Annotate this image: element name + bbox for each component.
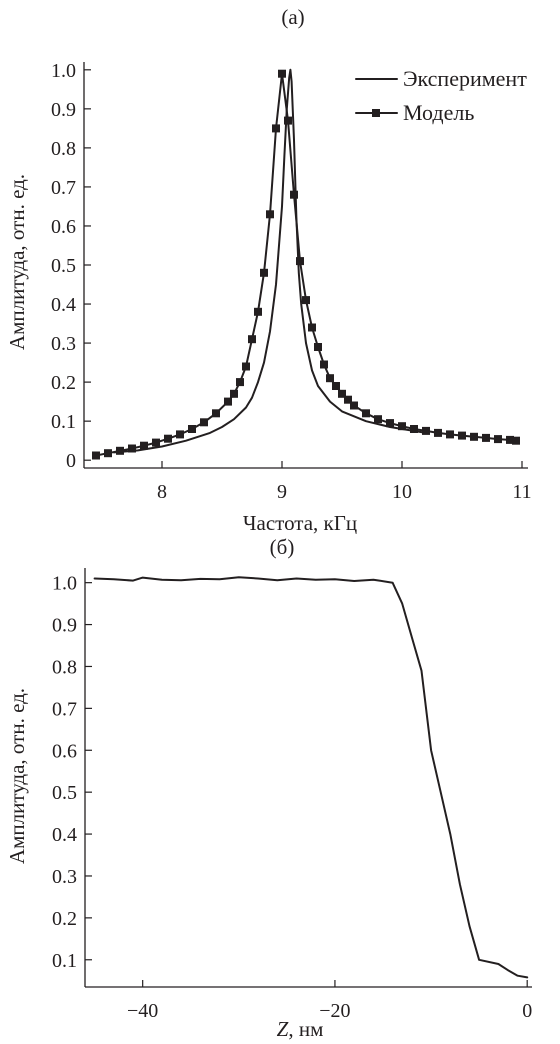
panel-a-series-1-point xyxy=(338,389,346,398)
panel-a-series-1-point xyxy=(116,446,124,455)
panel-b-y-tick-label: 0.3 xyxy=(52,866,77,888)
panel-a-series-1-point xyxy=(266,210,274,219)
panel-a-series-1-point xyxy=(200,418,208,427)
panel-b-x-ticks: −40 −20 0 xyxy=(127,980,532,1022)
panel-a-y-tick-label: 1.0 xyxy=(51,60,76,82)
panel-a-series-1-point xyxy=(422,426,430,435)
panel-a-series-1-point xyxy=(470,432,478,441)
panel-b-x-tick-label: −40 xyxy=(127,1000,158,1022)
panel-a-series-1-point xyxy=(230,389,238,398)
panel-a-y-tick-label: 0.3 xyxy=(51,333,76,355)
panel-b-y-tick-label: 0.9 xyxy=(52,615,77,637)
panel-a-series-1-point xyxy=(104,449,112,458)
panel-b-x-tick-label: 0 xyxy=(522,1000,532,1022)
panel-b-x-axis-title: Z, нм xyxy=(277,1017,324,1041)
panel-a-series-0-line xyxy=(113,68,427,454)
panel-a-series-1-point xyxy=(290,190,298,199)
panel-a-series-1-point xyxy=(224,397,232,406)
panel-a: (а) 0 0.1 0.2 0.3 0.4 0.5 0.6 0.7 0.8 0.9 1.0 8 9 10… xyxy=(5,5,532,535)
panel-a-series-1-point xyxy=(386,419,394,428)
legend-model-label: Модель xyxy=(403,100,474,125)
panel-a-x-tick-label: 9 xyxy=(277,481,287,503)
panel-a-x-ticks: 8 9 10 11 xyxy=(157,461,532,503)
panel-a-plot-area xyxy=(92,68,520,460)
panel-a-series-1-point xyxy=(176,430,184,439)
panel-b-y-tick-label: 0.2 xyxy=(52,908,77,930)
panel-a-series-1-line xyxy=(95,72,517,457)
panel-b-y-tick-label: 0.6 xyxy=(52,740,77,762)
panel-a-series-1-point xyxy=(278,69,286,78)
panel-b-x-axis-variable: Z xyxy=(277,1017,289,1041)
panel-a-y-tick-label: 0.8 xyxy=(51,138,76,160)
panel-a-y-tick-label: 0.1 xyxy=(51,411,76,433)
panel-a-series-1-point xyxy=(446,430,454,439)
panel-b-y-tick-label: 0.7 xyxy=(52,698,77,720)
panel-b-y-tick-label: 0.4 xyxy=(52,824,77,846)
panel-a-series-1-point xyxy=(302,296,310,305)
panel-b-label: (б) xyxy=(270,535,295,559)
panel-a-x-tick-label: 11 xyxy=(512,481,531,503)
panel-b-y-tick-label: 0.5 xyxy=(52,782,77,804)
panel-a-series-1-point xyxy=(188,425,196,433)
panel-a-series-1-point xyxy=(434,428,442,437)
panel-a-series-1-point xyxy=(344,395,352,404)
panel-a-series-1-point xyxy=(362,409,370,418)
panel-a-series-1-point xyxy=(410,425,418,433)
panel-a-series-1-point xyxy=(242,362,250,371)
panel-b-y-tick-label: 1.0 xyxy=(52,573,77,595)
panel-a-series-1-point xyxy=(284,116,292,125)
panel-a-series-1-point xyxy=(494,435,502,444)
panel-a-series-1-point xyxy=(296,257,304,266)
panel-b-y-ticks: 0.1 0.2 0.3 0.4 0.5 0.6 0.7 0.8 0.9 1.0 xyxy=(52,573,92,972)
panel-a-series-1-point xyxy=(398,422,406,431)
legend-experiment-label: Эксперимент xyxy=(403,66,527,91)
panel-b-y-axis-title: Амплитуда, отн. ед. xyxy=(5,688,29,864)
panel-a-series-1-point xyxy=(254,307,262,316)
panel-a-y-tick-label: 0.2 xyxy=(51,372,76,394)
panel-a-series-1-point xyxy=(314,343,322,351)
panel-a-series-1-point xyxy=(152,438,160,447)
panel-a-x-axis-title: Частота, кГц xyxy=(243,511,357,535)
panel-a-series-1-point xyxy=(320,360,328,369)
panel-a-series-1-point xyxy=(332,382,340,390)
panel-a-series-1-point xyxy=(308,323,316,332)
panel-a-series-1-point xyxy=(482,433,490,442)
panel-a-series-1-point xyxy=(260,268,268,277)
panel-a-y-tick-label: 0.7 xyxy=(51,177,76,199)
panel-a-series-1-point xyxy=(248,335,256,344)
panel-a-series-1-point xyxy=(350,401,358,410)
panel-b-y-tick-label: 0.1 xyxy=(52,950,77,972)
panel-a-label: (а) xyxy=(281,5,304,29)
panel-a-x-tick-label: 10 xyxy=(392,481,412,503)
panel-a-series-1-point xyxy=(236,378,244,387)
panel-a-series-1-point xyxy=(458,431,466,440)
panel-a-y-tick-label: 0.6 xyxy=(51,216,76,238)
panel-a-y-axis-title: Амплитуда, отн. ед. xyxy=(5,174,29,350)
panel-a-series-1-point xyxy=(164,434,172,443)
panel-a-series-1-point xyxy=(506,435,514,444)
panel-a-x-tick-label: 8 xyxy=(157,481,167,503)
panel-b-x-tick-label: −20 xyxy=(319,1000,350,1022)
panel-b-x-axis-unit: , нм xyxy=(288,1017,323,1041)
panel-a-y-ticks: 0 0.1 0.2 0.3 0.4 0.5 0.6 0.7 0.8 0.9 1.0 xyxy=(51,60,91,472)
panel-a-series-1-point xyxy=(272,124,280,133)
panel-b-plot-area xyxy=(93,576,529,979)
panel-a-y-tick-label: 0 xyxy=(66,450,76,472)
panel-a-y-tick-label: 0.9 xyxy=(51,99,76,121)
panel-a-y-tick-label: 0.4 xyxy=(51,294,76,316)
panel-b-y-tick-label: 0.8 xyxy=(52,656,77,678)
panel-b-series-0-line xyxy=(93,576,529,979)
legend-model-marker xyxy=(372,109,380,117)
legend: Эксперимент Модель xyxy=(355,66,527,125)
panel-b: (б) 0.1 0.2 0.3 0.4 0.5 0.6 0.7 0.8 0.9 1.0 −40 −2… xyxy=(5,535,532,1041)
panel-a-series-1-point xyxy=(512,436,520,445)
panel-a-series-1-point xyxy=(326,374,334,383)
panel-a-y-tick-label: 0.5 xyxy=(51,255,76,277)
panel-a-series-1-point xyxy=(212,409,220,418)
panel-a-series-1-point xyxy=(374,415,382,424)
panel-a-series-1-point xyxy=(92,451,100,460)
panel-a-series-1-point xyxy=(140,441,148,450)
panel-a-series-1-point xyxy=(128,444,136,453)
